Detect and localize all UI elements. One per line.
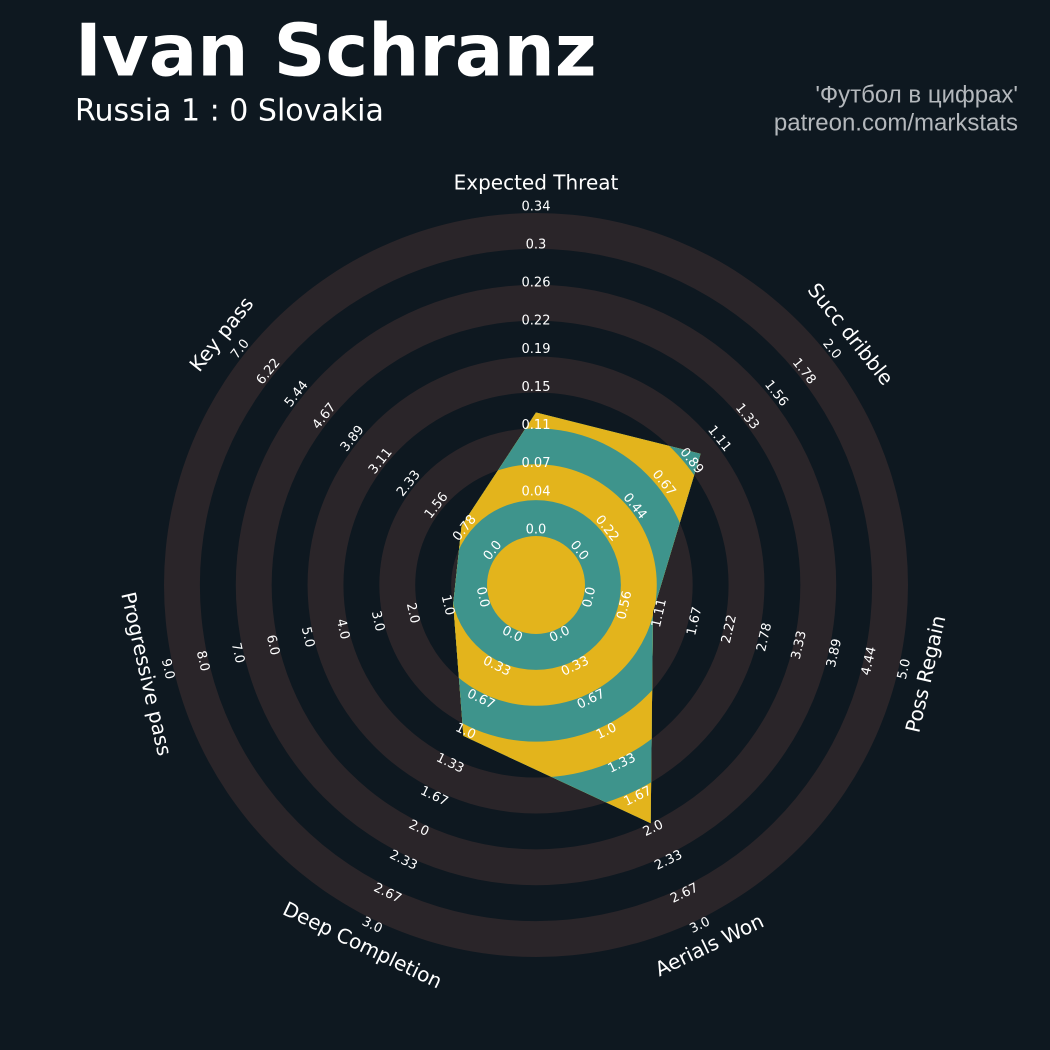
tick-label: 3.0: [368, 609, 387, 633]
tick-label: 0.56: [614, 590, 635, 622]
tick-label: 2.22: [719, 613, 740, 645]
tick-label: 0.15: [522, 380, 551, 395]
tick-label: 9.0: [158, 657, 177, 681]
tick-label: 2.78: [754, 621, 775, 653]
chart-subtitle: Russia 1 : 0 Slovakia: [75, 94, 384, 129]
chart-title: Ivan Schranz: [75, 9, 597, 93]
tick-label: 0.19: [522, 342, 551, 357]
tick-label: 3.33: [789, 629, 810, 661]
credit: patreon.com/markstats: [774, 109, 1018, 136]
tick-label: 0.07: [522, 456, 551, 471]
tick-label: 8.0: [193, 649, 212, 673]
tick-label: 5.0: [895, 657, 914, 681]
tick-label: 7.0: [228, 641, 247, 665]
tick-label: 0.26: [522, 276, 551, 291]
tick-label: 0.3: [526, 238, 547, 253]
tick-label: 1.0: [438, 593, 457, 617]
tick-label: 4.0: [333, 617, 352, 641]
tick-label: 6.0: [263, 633, 282, 657]
tick-label: 0.22: [522, 314, 551, 329]
tick-label: 0.0: [580, 585, 599, 609]
tick-label: 0.0: [526, 523, 547, 538]
fill-center: [487, 536, 585, 634]
tick-label: 1.67: [684, 605, 705, 637]
tick-label: 4.44: [859, 645, 880, 677]
credit: 'Футбол в цифрах': [815, 81, 1018, 108]
tick-label: 0.11: [522, 418, 551, 433]
tick-label: 0.0: [473, 585, 492, 609]
tick-label: 3.89: [824, 637, 845, 669]
tick-label: 5.0: [298, 625, 317, 649]
tick-label: 0.34: [522, 200, 551, 215]
tick-label: 0.04: [522, 485, 551, 500]
tick-label: 1.11: [649, 597, 670, 629]
tick-label: 2.0: [403, 601, 422, 625]
param-label: Expected Threat: [454, 171, 619, 195]
